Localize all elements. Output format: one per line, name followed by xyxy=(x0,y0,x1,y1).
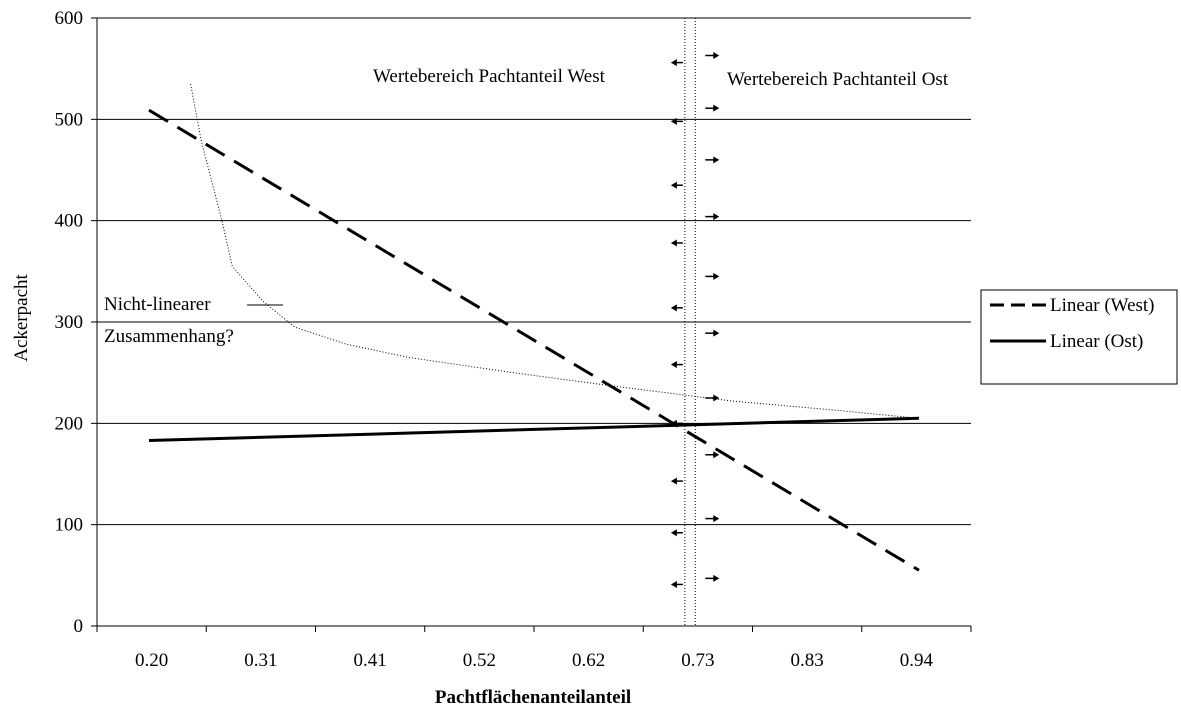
legend-label-west: Linear (West) xyxy=(1050,295,1155,316)
arrow-right-head xyxy=(713,272,720,280)
legend-label-ost: Linear (Ost) xyxy=(1050,331,1143,352)
plot-area xyxy=(148,18,920,626)
arrow-right-head xyxy=(713,156,720,164)
x-axis-label: Pachtflächenanteilanteil xyxy=(435,687,631,708)
arrow-left-head xyxy=(670,361,677,369)
arrow-left-head xyxy=(670,580,677,588)
arrow-left-head xyxy=(670,181,677,189)
arrow-right-head xyxy=(713,51,720,59)
trend-line-ost xyxy=(148,416,920,443)
arrow-left-head xyxy=(670,419,677,427)
x-tick-label: 0.41 xyxy=(354,650,387,671)
arrow-left-head xyxy=(670,304,677,312)
arrow-right-head xyxy=(713,329,720,337)
arrow-left-head xyxy=(670,529,677,537)
region-label-east: Wertebereich Pachtanteil Ost xyxy=(727,69,949,90)
annotation-line1: Nicht-linearer xyxy=(104,294,211,315)
y-tick-label: 400 xyxy=(55,211,84,232)
x-tick-label: 0.20 xyxy=(135,650,168,671)
x-tick-label: 0.94 xyxy=(900,650,934,671)
range-arrows xyxy=(670,51,720,588)
arrow-left-head xyxy=(670,117,677,125)
arrow-right-head xyxy=(713,213,720,221)
arrow-left-head xyxy=(670,477,677,485)
y-tick-label: 100 xyxy=(55,515,84,536)
gridlines xyxy=(97,17,971,526)
arrow-right-head xyxy=(713,394,720,402)
nonlinear-curve xyxy=(190,83,920,419)
x-tick-label: 0.62 xyxy=(572,650,605,671)
arrow-right-head xyxy=(713,451,720,459)
y-tick-label: 300 xyxy=(55,312,84,333)
x-tick-label: 0.83 xyxy=(791,650,824,671)
y-axis-label: Ackerpacht xyxy=(11,274,32,362)
x-tick-label: 0.73 xyxy=(681,650,714,671)
arrow-right-head xyxy=(713,515,720,523)
trend-line-west xyxy=(148,108,920,572)
y-tick-label: 600 xyxy=(55,8,84,29)
y-axis: 0 100 200 300 400 500 600 xyxy=(55,8,98,637)
arrow-left-head xyxy=(670,239,677,247)
legend: Linear (West) Linear (Ost) xyxy=(980,289,1178,385)
y-tick-label: 500 xyxy=(55,109,84,130)
x-tick-label: 0.31 xyxy=(244,650,277,671)
y-tick-label: 200 xyxy=(55,413,84,434)
x-axis: 0.20 0.31 0.41 0.52 0.62 0.73 0.83 0.94 xyxy=(96,625,972,671)
annotation-line2: Zusammenhang? xyxy=(104,326,234,347)
x-tick-label: 0.52 xyxy=(463,650,496,671)
arrow-left-head xyxy=(670,59,677,67)
arrow-right-head xyxy=(713,574,720,582)
y-tick-label: 0 xyxy=(74,616,84,637)
arrow-right-head xyxy=(713,104,720,112)
region-label-west: Wertebereich Pachtanteil West xyxy=(373,66,606,87)
